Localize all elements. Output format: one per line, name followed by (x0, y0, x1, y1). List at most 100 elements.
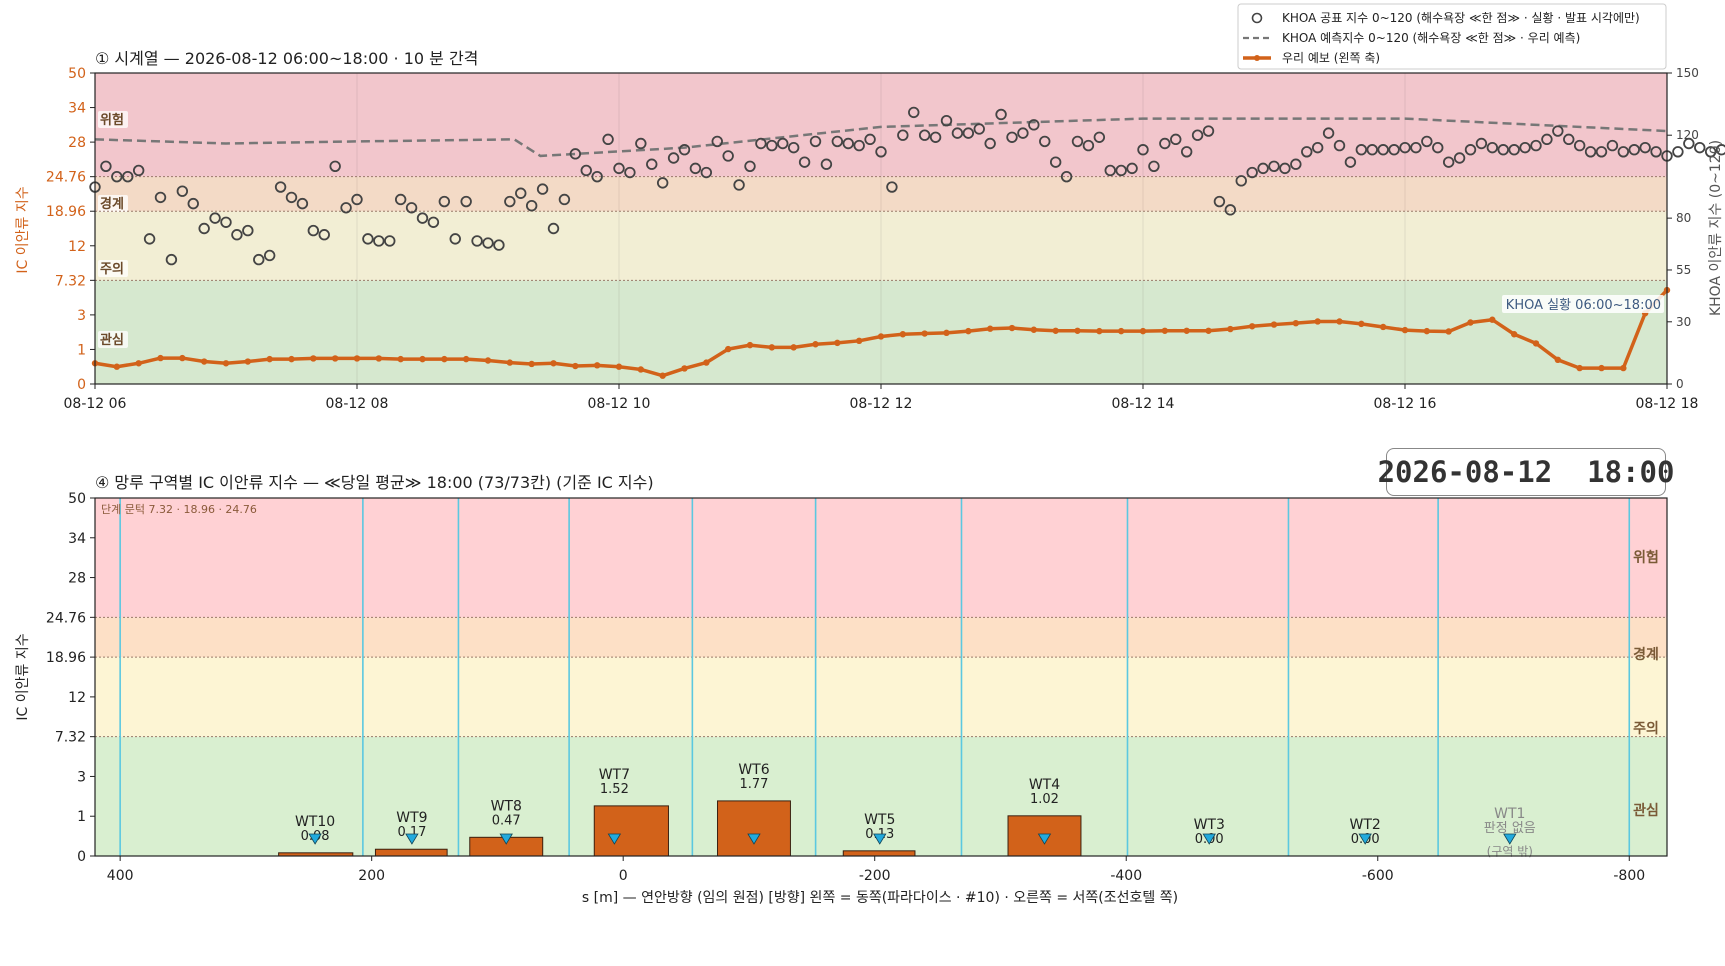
khoa-point (744, 160, 756, 173)
forecast-point (550, 360, 557, 367)
forecast-point (1489, 316, 1496, 323)
khoa-point (340, 202, 352, 214)
khoa-point (547, 222, 560, 235)
khoa-point (1060, 170, 1073, 183)
khoa-point (285, 191, 298, 204)
ytick-label: 12 (68, 690, 86, 706)
ytick-label: 34 (68, 531, 86, 547)
bar-name: WT3 (1194, 817, 1225, 833)
ytick-label: 0 (77, 849, 86, 865)
bar-name: WT7 (599, 767, 630, 783)
khoa-point (1639, 141, 1651, 154)
band-label: 경계 (1633, 646, 1659, 663)
ytick-label: 18.96 (46, 650, 86, 666)
khoa-point (766, 139, 778, 152)
khoa-point (515, 187, 527, 199)
zone-marker-icon (405, 833, 419, 845)
khoa-point (1432, 141, 1444, 154)
khoa-point (1519, 141, 1531, 154)
forecast-point (1292, 319, 1300, 327)
zone-marker-icon (1503, 833, 1517, 845)
khoa-point (307, 224, 320, 237)
khoa-point (1093, 131, 1106, 143)
forecast-point (659, 372, 666, 379)
khoa-point (1650, 146, 1662, 158)
khoa-point (897, 129, 909, 141)
xtick-label: 08-12 12 (850, 396, 913, 412)
bar-value: 판정 없음 (1484, 821, 1536, 836)
bar-wt9 (374, 848, 448, 857)
khoa-point (384, 235, 396, 247)
xtick-label: -600 (1362, 868, 1394, 884)
khoa-point (438, 195, 451, 208)
band-label-bg (98, 331, 128, 348)
khoa-point (1301, 146, 1313, 158)
khoa-point (1595, 146, 1608, 158)
khoa-point (1704, 146, 1717, 158)
xtick-label: -200 (859, 868, 891, 884)
forecast-point (1620, 364, 1627, 372)
xtick-label: 08-12 16 (1374, 396, 1437, 412)
khoa-point (591, 170, 603, 183)
khoa-point (984, 137, 996, 150)
forecast-point (375, 355, 383, 362)
band-label: 주의 (100, 261, 124, 277)
band-label: 위험 (1633, 549, 1659, 566)
khoa-point (1028, 119, 1040, 131)
forecast-point (113, 363, 121, 370)
forecast-point (1030, 326, 1038, 333)
forecast-point (1117, 327, 1125, 335)
khoa-point (187, 197, 199, 210)
forecast-point (1532, 340, 1540, 347)
forecast-point (877, 333, 885, 340)
khoa-point (940, 114, 953, 127)
legend-circle-icon (1251, 12, 1263, 24)
khoa-point (787, 141, 800, 154)
timeseries-ylabel: IC 이안류 지수 (15, 186, 31, 273)
zone-marker-icon (308, 833, 322, 845)
forecast-point (1183, 327, 1190, 334)
zone-marker-icon (1037, 833, 1052, 845)
khoa-point (1115, 164, 1127, 177)
khoa-point (143, 233, 156, 245)
forecast-point (1445, 328, 1452, 335)
forecast-point (310, 355, 317, 362)
khoa-point (1355, 144, 1368, 156)
khoa-point (329, 160, 341, 173)
khoa-point (1039, 135, 1051, 148)
khoa-point (886, 181, 898, 193)
khoa-point (995, 108, 1007, 121)
khoa-point (929, 131, 942, 143)
khoa-point (733, 179, 745, 191)
khoa-point (635, 137, 647, 150)
ytick-label: 7.32 (55, 730, 86, 746)
khoa-point (176, 185, 189, 197)
khoa-point (1180, 146, 1193, 158)
xtick-label: 08-12 08 (326, 396, 389, 412)
khoa-point (405, 202, 418, 214)
band-label-bg (98, 111, 128, 128)
khoa-point (569, 148, 582, 160)
ytick-label: 18.96 (46, 204, 86, 220)
khoa-point (1497, 144, 1509, 156)
khoa-point (1410, 141, 1422, 154)
khoa-point (1246, 166, 1258, 179)
ytick-label: 3 (77, 308, 86, 324)
zone-bar-xlabel: s [m] — 연안방향 (임의 원점) [방향] 왼쪽 = 동쪽(파라다이스 … (582, 890, 1178, 906)
forecast-point (986, 325, 994, 332)
khoa-point (1311, 141, 1324, 154)
khoa-point (656, 177, 669, 189)
khoa-point (1388, 144, 1400, 156)
band-label: 관심 (1633, 802, 1659, 819)
bar-name: WT5 (864, 812, 895, 828)
band-danger (95, 498, 1667, 618)
band-caution (95, 211, 1667, 281)
ytick-label: 1 (77, 342, 86, 358)
legend-box (1237, 3, 1667, 70)
forecast-point (1467, 319, 1474, 326)
bar-name: WT6 (738, 762, 769, 778)
khoa-point (1006, 131, 1018, 143)
khoa-point (1126, 162, 1138, 175)
khoa-point (1268, 160, 1280, 173)
